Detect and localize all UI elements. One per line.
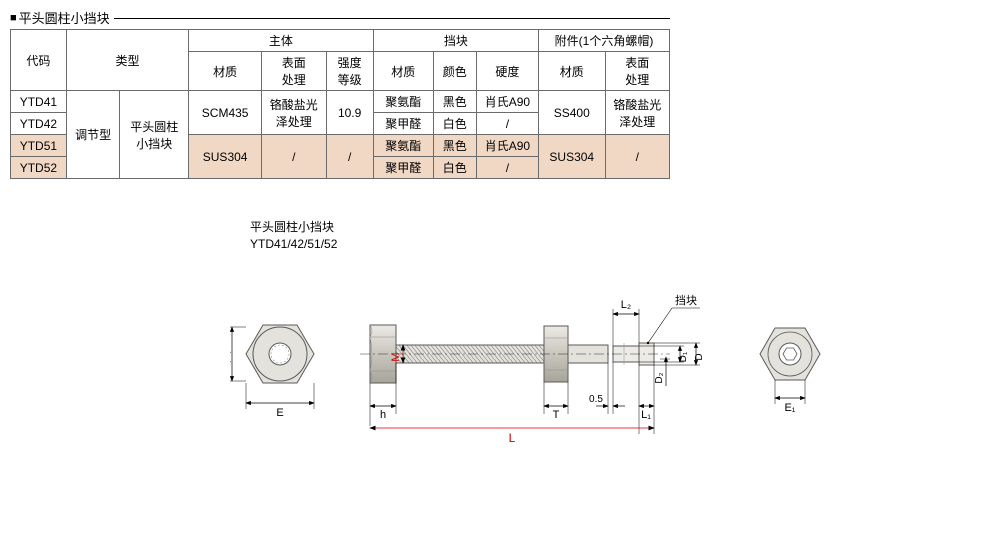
hdr-block-hard: 硬度 (476, 52, 538, 91)
table-cell: / (476, 113, 538, 135)
table-cell: SS400 (539, 91, 606, 135)
dim-label-L2: L₂ (621, 299, 631, 311)
dim-label-D: D (694, 353, 705, 360)
dim-label-L1: L₁ (641, 409, 651, 421)
technical-drawing: (C) E (230, 259, 870, 469)
hdr-type: 类型 (66, 30, 188, 91)
dim-label-D2: D₂ (654, 372, 665, 383)
table-cell: YTD51 (11, 135, 67, 157)
table-cell: 聚氨酯 (373, 135, 433, 157)
table-cell: 聚氨酯 (373, 91, 433, 113)
table-cell: 黑色 (433, 135, 476, 157)
table-cell: 调节型 (66, 91, 120, 179)
table-row: YTD41调节型平头圆柱小挡块SCM435铬酸盐光泽处理10.9聚氨酯黑色肖氏A… (11, 91, 670, 113)
side-view: M h T 0.5 L₁ L₂ (360, 293, 705, 445)
hdr-body-surf: 表面处理 (262, 52, 326, 91)
title-text: 平头圆柱小挡块 (19, 8, 110, 27)
title-bullet: ■ (10, 12, 17, 24)
diagram-subtitle: 平头圆柱小挡块 YTD41/42/51/52 (250, 219, 337, 253)
hdr-block-mat: 材质 (373, 52, 433, 91)
table-cell: 聚甲醛 (373, 157, 433, 179)
hdr-block-col: 颜色 (433, 52, 476, 91)
hdr-block: 挡块 (373, 30, 538, 52)
dim-label-gap: 0.5 (589, 394, 603, 405)
table-cell: / (476, 157, 538, 179)
dim-label-T: T (553, 409, 560, 421)
hdr-body-str: 强度等级 (326, 52, 373, 91)
table-cell: 10.9 (326, 91, 373, 135)
hdr-body-mat: 材质 (189, 52, 262, 91)
table-cell: SUS304 (539, 135, 606, 179)
table-cell: SCM435 (189, 91, 262, 135)
hex-right-view: E₁ (760, 328, 820, 414)
table-cell: / (262, 135, 326, 179)
table-cell: 白色 (433, 113, 476, 135)
table-cell: YTD42 (11, 113, 67, 135)
table-cell: 铬酸盐光泽处理 (262, 91, 326, 135)
diagram-area: 平头圆柱小挡块 YTD41/42/51/52 (230, 219, 870, 479)
hdr-code: 代码 (11, 30, 67, 91)
label-block: 挡块 (675, 293, 697, 307)
table-cell: 黑色 (433, 91, 476, 113)
title-rule (114, 18, 670, 19)
dim-label-E: E (276, 407, 283, 419)
diagram-subtitle-1: 平头圆柱小挡块 (250, 220, 334, 234)
table-cell: / (605, 135, 669, 179)
hex-left-view: (C) E (230, 325, 314, 419)
header-row-1: 代码 类型 主体 挡块 附件(1个六角螺帽) (11, 30, 670, 52)
hdr-acc-mat: 材质 (539, 52, 606, 91)
dim-label-C: (C) (230, 349, 231, 364)
table-cell: 白色 (433, 157, 476, 179)
table-cell: 铬酸盐光泽处理 (605, 91, 669, 135)
hdr-body: 主体 (189, 30, 374, 52)
dim-label-D1: D₁ (678, 351, 689, 362)
table-cell: 平头圆柱小挡块 (120, 91, 189, 179)
section-title: ■ 平头圆柱小挡块 (10, 8, 670, 27)
table-cell: YTD52 (11, 157, 67, 179)
diagram-subtitle-2: YTD41/42/51/52 (250, 237, 337, 251)
dim-label-h: h (380, 409, 386, 421)
table-cell: YTD41 (11, 91, 67, 113)
table-cell: 聚甲醛 (373, 113, 433, 135)
table-cell: 肖氏A90 (476, 91, 538, 113)
dim-label-E1: E₁ (784, 402, 795, 414)
table-cell: / (326, 135, 373, 179)
hdr-acc: 附件(1个六角螺帽) (539, 30, 670, 52)
dim-label-L: L (509, 431, 516, 445)
dim-label-M: M (390, 352, 402, 361)
spec-table: 代码 类型 主体 挡块 附件(1个六角螺帽) 材质 表面处理 强度等级 材质 颜… (10, 29, 670, 179)
table-cell: SUS304 (189, 135, 262, 179)
hdr-acc-surf: 表面处理 (605, 52, 669, 91)
table-cell: 肖氏A90 (476, 135, 538, 157)
